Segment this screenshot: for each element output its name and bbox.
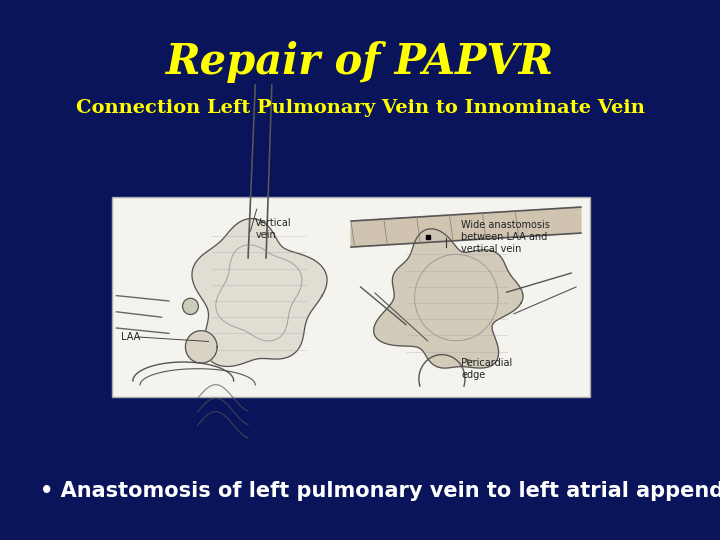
Text: • Anastomosis of left pulmonary vein to left atrial appendage: • Anastomosis of left pulmonary vein to … xyxy=(40,481,720,502)
Text: LAA: LAA xyxy=(121,332,140,342)
Text: Pericardial
edge: Pericardial edge xyxy=(461,358,513,380)
Polygon shape xyxy=(351,207,581,247)
Polygon shape xyxy=(192,219,327,367)
FancyBboxPatch shape xyxy=(112,197,590,397)
Text: Connection Left Pulmonary Vein to Innominate Vein: Connection Left Pulmonary Vein to Innomi… xyxy=(76,99,644,117)
Text: Vertical
vein: Vertical vein xyxy=(255,218,292,240)
Text: Wide anastomosis
between LAA and
vertical vein: Wide anastomosis between LAA and vertica… xyxy=(461,220,550,254)
Polygon shape xyxy=(374,229,523,368)
Ellipse shape xyxy=(183,298,199,314)
Polygon shape xyxy=(186,330,217,363)
Text: Repair of PAPVR: Repair of PAPVR xyxy=(166,41,554,83)
